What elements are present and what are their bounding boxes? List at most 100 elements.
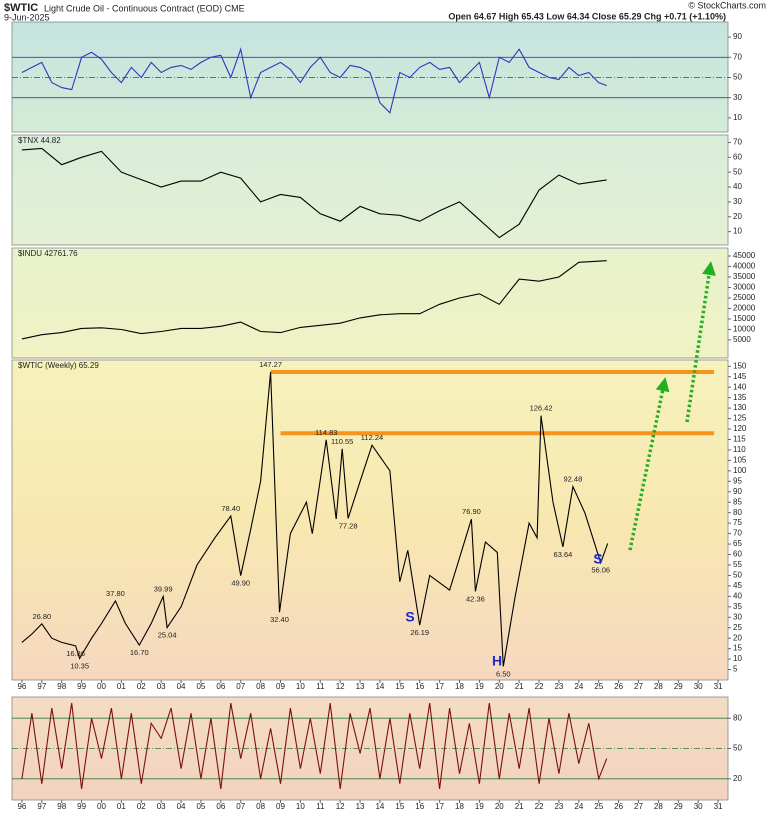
price-label: 76.90: [462, 507, 481, 516]
y-tick-label: 105: [733, 456, 747, 465]
y-tick-label: 70: [733, 138, 742, 147]
y-tick-label: 140: [733, 382, 747, 391]
x-tick-label: 06: [216, 802, 225, 811]
x-tick-label: 28: [654, 802, 663, 811]
y-tick-label: 15: [733, 644, 742, 653]
y-tick-label: 25000: [733, 293, 756, 302]
x-tick-label: 15: [395, 802, 404, 811]
x-tick-label: 98: [57, 802, 66, 811]
y-tick-label: 30: [733, 93, 742, 102]
arrows: [628, 261, 716, 551]
price-label: 63.64: [554, 550, 573, 559]
y-tick-label: 80: [733, 508, 742, 517]
y-tick-label: 90: [733, 487, 742, 496]
y-tick-label: 20: [733, 774, 742, 783]
x-tick-label: 01: [117, 802, 126, 811]
price-label: 92.48: [563, 475, 582, 484]
y-tick-label: 40000: [733, 262, 756, 271]
price-label: 6.50: [496, 669, 511, 678]
x-tick-label: 11: [316, 682, 325, 691]
x-tick-label: 11: [316, 802, 325, 811]
y-tick-label: 100: [733, 466, 747, 475]
y-tick-label: 70: [733, 52, 742, 61]
y-tick-label: 20000: [733, 304, 756, 313]
x-tick-label: 21: [515, 682, 524, 691]
panel-title: $INDU 42761.76: [18, 249, 78, 258]
price-label: 39.99: [154, 584, 173, 593]
x-tick-label: 25: [594, 802, 603, 811]
x-tick-label: 96: [17, 802, 26, 811]
x-tick-label: 18: [455, 802, 464, 811]
y-tick-label: 95: [733, 476, 742, 485]
y-tick-label: 80: [733, 713, 742, 722]
y-tick-label: 35: [733, 602, 742, 611]
x-tick-label: 03: [157, 682, 166, 691]
price-label: 110.55: [331, 437, 353, 446]
y-tick-label: 85: [733, 497, 742, 506]
price-label: 25.04: [158, 631, 177, 640]
y-tick-label: 45000: [733, 251, 756, 260]
y-tick-label: 50: [733, 744, 742, 753]
x-tick-label: 29: [674, 682, 683, 691]
x-tick-label: 20: [495, 802, 504, 811]
price-label: 26.19: [410, 628, 429, 637]
x-tick-label: 04: [177, 682, 186, 691]
y-tick-label: 30: [733, 197, 742, 206]
y-tick-label: 10000: [733, 325, 756, 334]
x-tick-label: 03: [157, 802, 166, 811]
price-label: 147.27: [259, 360, 282, 369]
price-label: 32.40: [270, 615, 289, 624]
arrow: [685, 261, 716, 423]
price-line: [21, 703, 608, 789]
y-tick-label: 20: [733, 212, 742, 221]
x-tick-label: 12: [336, 682, 345, 691]
price-label: 16.36: [66, 649, 85, 658]
x-tick-label: 01: [117, 682, 126, 691]
y-tick-label: 50: [733, 73, 742, 82]
price-label: 77.28: [339, 521, 358, 530]
y-tick-label: 30: [733, 612, 742, 621]
x-tick-label: 24: [574, 682, 583, 691]
x-tick-label: 07: [236, 802, 245, 811]
x-tick-label: 16: [415, 802, 424, 811]
x-tick-label: 26: [614, 802, 623, 811]
y-tick-label: 5: [733, 665, 738, 674]
price-line: [21, 260, 607, 340]
price-label: 49.90: [231, 579, 250, 588]
price-line: [21, 47, 607, 114]
y-tick-label: 10: [733, 227, 742, 236]
x-tick-label: 96: [17, 682, 26, 691]
arrow: [628, 377, 670, 551]
x-tick-label: 21: [515, 802, 524, 811]
x-tick-label: 23: [554, 682, 563, 691]
price-label: 78.40: [221, 504, 240, 513]
x-tick-label: 98: [57, 682, 66, 691]
x-tick-label: 13: [356, 682, 365, 691]
price-label: 56.06: [591, 566, 610, 575]
panel-title: $TNX 44.82: [18, 136, 61, 145]
x-tick-label: 14: [375, 682, 384, 691]
y-tick-label: 40: [733, 182, 742, 191]
y-tick-label: 60: [733, 550, 742, 559]
y-tick-label: 55: [733, 560, 742, 569]
x-tick-label: 17: [435, 682, 444, 691]
x-tick-label: 04: [177, 802, 186, 811]
x-tick-label: 24: [574, 802, 583, 811]
x-tick-label: 29: [674, 802, 683, 811]
price-line: [21, 147, 607, 239]
x-tick-label: 30: [694, 802, 703, 811]
x-tick-label: 31: [714, 682, 723, 691]
y-tick-label: 75: [733, 518, 742, 527]
x-tick-label: 18: [455, 682, 464, 691]
pattern-label: S: [593, 551, 602, 567]
x-tick-label: 09: [276, 802, 285, 811]
x-tick-label: 17: [435, 802, 444, 811]
y-tick-label: 5000: [733, 335, 751, 344]
y-tick-label: 125: [733, 414, 747, 423]
x-tick-label: 08: [256, 802, 265, 811]
pattern-label: H: [492, 653, 502, 669]
panel-background: [11, 21, 729, 133]
price-label: 26.80: [32, 612, 51, 621]
